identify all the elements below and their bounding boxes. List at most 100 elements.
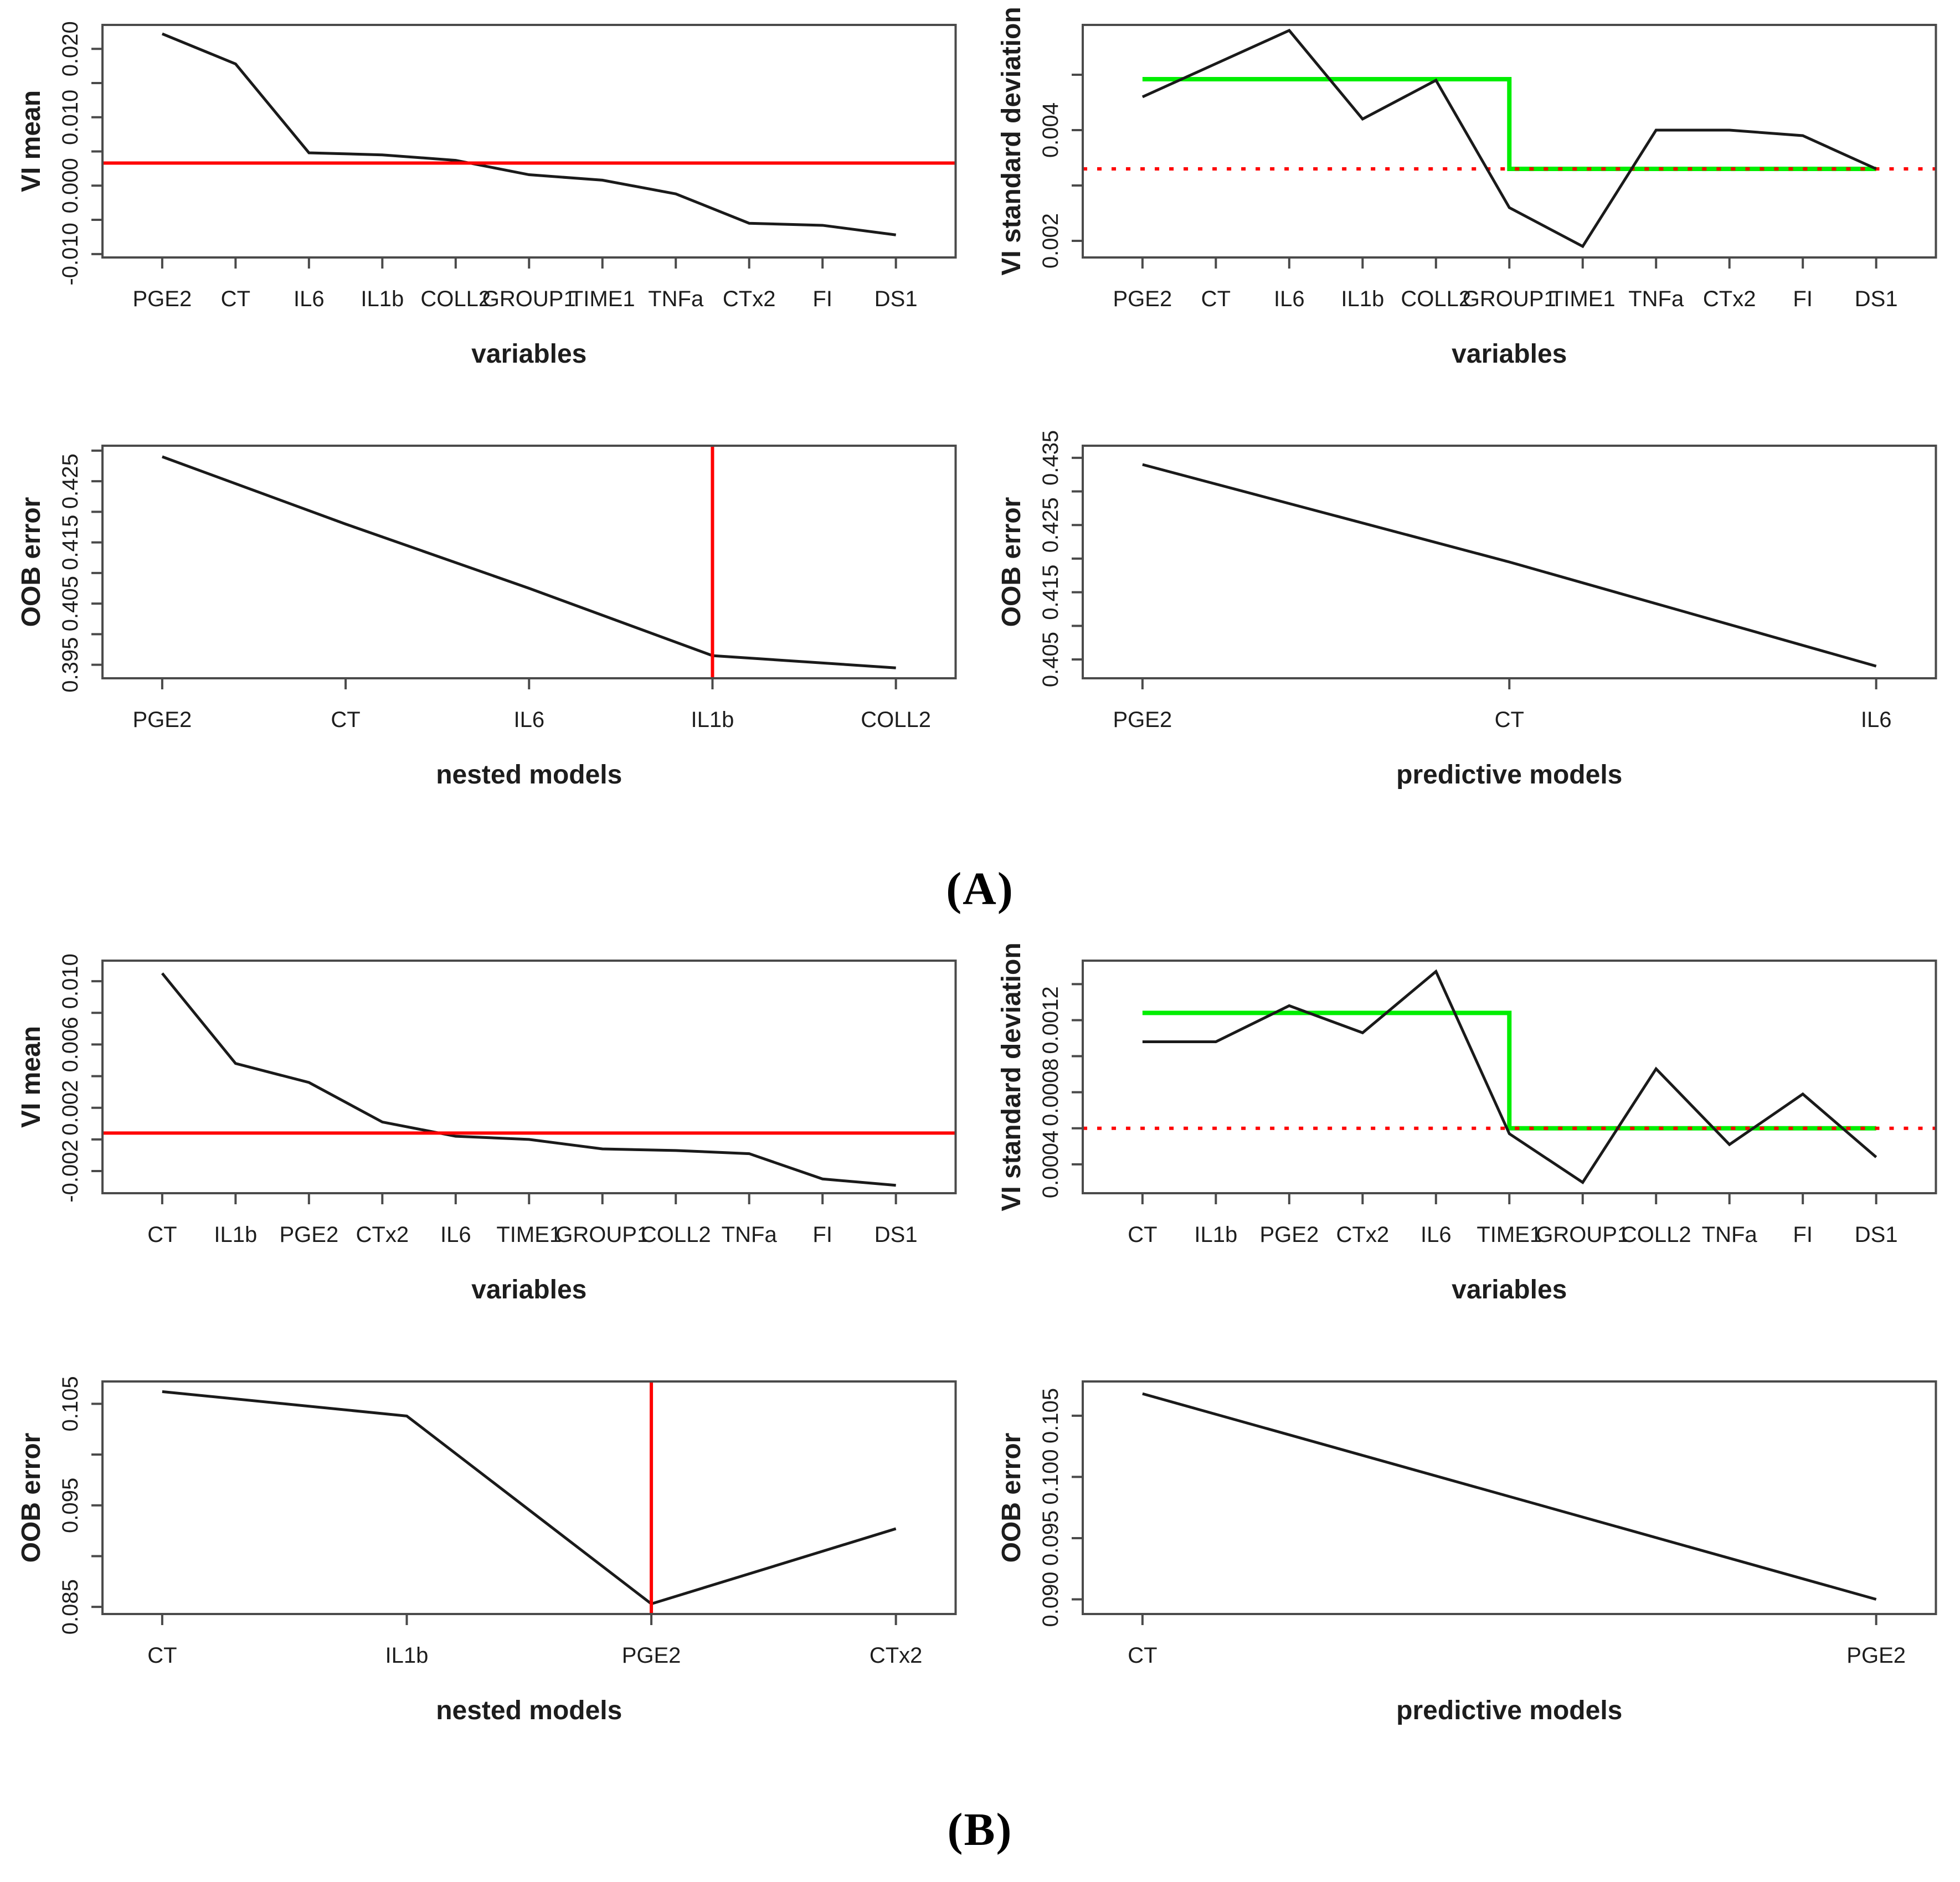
svg-text:0.090: 0.090 [1038, 1571, 1063, 1627]
svg-text:PGE2: PGE2 [1846, 1643, 1906, 1668]
svg-text:-0.010: -0.010 [58, 223, 83, 285]
svg-text:0.010: 0.010 [58, 953, 83, 1009]
svg-text:GROUP1: GROUP1 [1536, 1223, 1629, 1247]
svg-text:0.425: 0.425 [58, 453, 83, 509]
vi-mean-chart-b: 0.010 0.006 0.002 -0.002 CT IL1b PGE2 CTx2 IL6 TI… [0, 936, 980, 1357]
svg-text:PGE2: PGE2 [279, 1223, 338, 1247]
svg-text:IL6: IL6 [513, 708, 544, 732]
svg-text:predictive models: predictive models [1396, 760, 1622, 790]
svg-text:0.000: 0.000 [58, 158, 83, 213]
svg-text:0.020: 0.020 [58, 21, 83, 76]
svg-text:IL6: IL6 [1274, 287, 1305, 311]
svg-text:CTx2: CTx2 [1702, 287, 1756, 311]
panel-a-top-row: 0.020 0.010 0.000 -0.010 PGE2 CT IL6 IL1b COLL2 G… [0, 0, 1960, 421]
svg-text:IL1b: IL1b [1194, 1223, 1237, 1247]
svg-text:0.100: 0.100 [1038, 1449, 1063, 1504]
svg-text:0.010: 0.010 [58, 90, 83, 145]
svg-text:-0.002: -0.002 [58, 1139, 83, 1202]
svg-text:COLL2: COLL2 [1621, 1223, 1691, 1247]
svg-text:0.105: 0.105 [58, 1376, 83, 1431]
svg-text:COLL2: COLL2 [1401, 287, 1471, 311]
svg-text:0.004: 0.004 [1038, 102, 1063, 158]
svg-text:0.0008: 0.0008 [1038, 1059, 1063, 1126]
svg-text:VI standard deviation: VI standard deviation [997, 7, 1026, 275]
svg-text:0.425: 0.425 [1038, 497, 1063, 553]
panel-b-label-row: (B) [0, 1777, 1960, 1882]
svg-text:0.085: 0.085 [58, 1579, 83, 1634]
svg-text:TIME1: TIME1 [496, 1223, 562, 1247]
panel-a-label: (A) [946, 863, 1014, 915]
svg-text:PGE2: PGE2 [1113, 287, 1172, 311]
svg-text:IL1b: IL1b [361, 287, 404, 311]
svg-text:FI: FI [812, 1223, 832, 1247]
svg-text:FI: FI [1793, 1223, 1813, 1247]
svg-text:variables: variables [1452, 339, 1567, 369]
svg-text:DS1: DS1 [1854, 287, 1897, 311]
svg-text:TNFa: TNFa [722, 1223, 778, 1247]
svg-text:COLL2: COLL2 [641, 1223, 711, 1247]
svg-text:0.435: 0.435 [1038, 430, 1063, 486]
svg-text:CT: CT [1201, 287, 1230, 311]
svg-text:GROUP1: GROUP1 [555, 1223, 649, 1247]
svg-text:0.0012: 0.0012 [1038, 986, 1063, 1054]
svg-text:COLL2: COLL2 [420, 287, 491, 311]
svg-text:VI standard deviation: VI standard deviation [997, 942, 1026, 1211]
svg-text:CTx2: CTx2 [356, 1223, 409, 1247]
panel-a-label-row: (A) [0, 842, 1960, 936]
svg-text:0.006: 0.006 [58, 1017, 83, 1072]
oob-error-predictive-models-plot-a: 0.435 0.425 0.415 0.405 PGE2 CT IL6 predictive … [997, 430, 1937, 790]
svg-text:IL6: IL6 [294, 287, 325, 311]
svg-text:CT: CT [331, 708, 360, 732]
svg-text:0.415: 0.415 [58, 515, 83, 570]
svg-text:CT: CT [147, 1643, 177, 1668]
svg-text:CTx2: CTx2 [1336, 1223, 1389, 1247]
svg-text:TNFa: TNFa [648, 287, 704, 311]
svg-text:IL1b: IL1b [1341, 287, 1384, 311]
oob-error-predictive-models-chart-a: 0.435 0.425 0.415 0.405 PGE2 CT IL6 predictive … [980, 421, 1960, 842]
svg-text:0.095: 0.095 [58, 1478, 83, 1533]
svg-text:PGE2: PGE2 [622, 1643, 681, 1668]
svg-text:PGE2: PGE2 [133, 708, 192, 732]
svg-text:0.405: 0.405 [58, 576, 83, 631]
svg-text:CT: CT [1128, 1223, 1157, 1247]
svg-text:OOB error: OOB error [17, 1433, 46, 1563]
svg-text:0.105: 0.105 [1038, 1388, 1063, 1443]
svg-text:variables: variables [1452, 1275, 1567, 1304]
svg-text:nested models: nested models [436, 1696, 622, 1725]
svg-text:IL1b: IL1b [691, 708, 734, 732]
svg-text:CT: CT [147, 1223, 177, 1247]
svg-text:DS1: DS1 [1854, 1223, 1897, 1247]
svg-text:CT: CT [221, 287, 250, 311]
vi-standard-deviation-chart-b: 0.0004 0.0008 0.0012 CT IL1b PGE2 CTx2 IL6 TIME1… [980, 936, 1960, 1357]
svg-text:FI: FI [812, 287, 832, 311]
vi-mean-plot-b: 0.010 0.006 0.002 -0.002 CT IL1b PGE2 CTx2 IL6 TI… [17, 953, 957, 1304]
panel-b-bottom-row: 0.105 0.095 0.085 CT IL1b PGE2 CTx2 nested mode… [0, 1357, 1960, 1777]
svg-text:VI mean: VI mean [17, 90, 46, 192]
oob-error-nested-models-plot-a: 0.425 0.415 0.405 0.395 PGE2 CT IL6 IL1b COLL2 ne… [17, 445, 957, 790]
panel-b-label: (B) [947, 1804, 1013, 1855]
panel-b-top-row: 0.010 0.006 0.002 -0.002 CT IL1b PGE2 CTx2 IL6 TI… [0, 936, 1960, 1357]
svg-text:predictive models: predictive models [1396, 1696, 1622, 1725]
svg-text:IL6: IL6 [1860, 708, 1891, 732]
vi-mean-chart-a: 0.020 0.010 0.000 -0.010 PGE2 CT IL6 IL1b COLL2 G… [0, 0, 980, 421]
svg-text:TNFa: TNFa [1701, 1223, 1757, 1247]
svg-text:VI mean: VI mean [17, 1026, 46, 1128]
svg-text:CTx2: CTx2 [870, 1643, 923, 1668]
svg-text:variables: variables [471, 339, 587, 369]
oob-error-nested-models-plot-b: 0.105 0.095 0.085 CT IL1b PGE2 CTx2 nested mode… [17, 1376, 957, 1725]
svg-text:OOB error: OOB error [997, 497, 1026, 627]
svg-text:nested models: nested models [436, 760, 622, 790]
svg-text:PGE2: PGE2 [1113, 708, 1172, 732]
oob-error-predictive-models-plot-b: 0.105 0.100 0.095 0.090 CT PGE2 predictive mod… [997, 1380, 1937, 1725]
vi-standard-deviation-plot-b: 0.0004 0.0008 0.0012 CT IL1b PGE2 CTx2 IL6 TIME1… [997, 942, 1937, 1304]
svg-text:OOB error: OOB error [17, 497, 46, 627]
svg-text:variables: variables [471, 1275, 587, 1304]
svg-text:DS1: DS1 [874, 287, 918, 311]
svg-text:TIME1: TIME1 [1550, 287, 1615, 311]
svg-text:OOB error: OOB error [997, 1433, 1026, 1563]
svg-text:PGE2: PGE2 [133, 287, 192, 311]
svg-text:0.095: 0.095 [1038, 1510, 1063, 1566]
svg-text:COLL2: COLL2 [861, 708, 931, 732]
